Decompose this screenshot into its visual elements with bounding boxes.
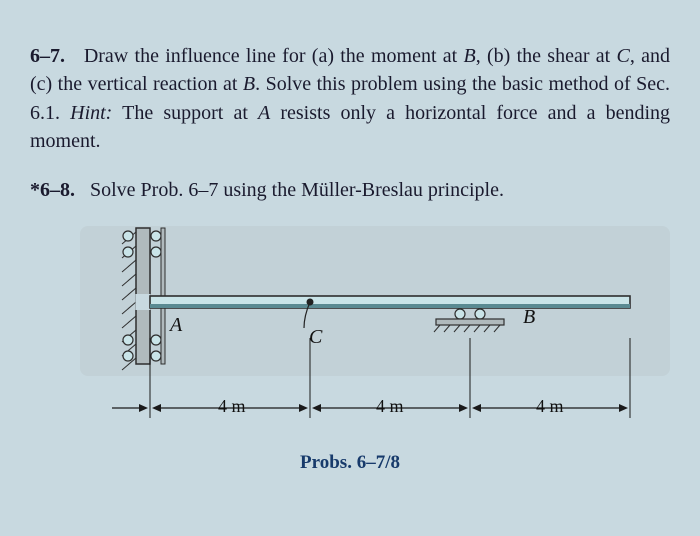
point-label-B: B xyxy=(523,306,535,329)
problem-6-8: *6–8. Solve Prob. 6–7 using the Müller-B… xyxy=(30,176,670,204)
p1-b: , (b) the shear at xyxy=(476,45,617,67)
p1-B2: B xyxy=(243,73,255,95)
p1-B1: B xyxy=(464,45,476,67)
p1-A: A xyxy=(258,102,270,124)
prob-num-67: 6–7. xyxy=(30,45,65,67)
dim-label-1: 4 m xyxy=(218,396,246,417)
point-label-A: A xyxy=(170,314,182,337)
p1-C: C xyxy=(616,45,629,67)
p1-e: The support at xyxy=(112,102,258,124)
dim-label-3: 4 m xyxy=(536,396,564,417)
dim-label-2: 4 m xyxy=(376,396,404,417)
p1-hint: Hint: xyxy=(70,102,112,124)
problem-6-7: 6–7. Draw the influence line for (a) the… xyxy=(30,42,670,156)
beam-diagram-svg xyxy=(30,218,670,448)
prob-num-68: *6–8. xyxy=(30,179,75,201)
point-label-C: C xyxy=(309,326,322,349)
figure-caption: Probs. 6–7/8 xyxy=(30,452,670,474)
beam-figure: A C B 4 m 4 m 4 m Probs. 6–7/8 xyxy=(30,218,670,478)
p2-a: Solve Prob. 6–7 using the Müller-Breslau… xyxy=(90,179,504,201)
p1-a: Draw the influence line for (a) the mome… xyxy=(84,45,464,67)
